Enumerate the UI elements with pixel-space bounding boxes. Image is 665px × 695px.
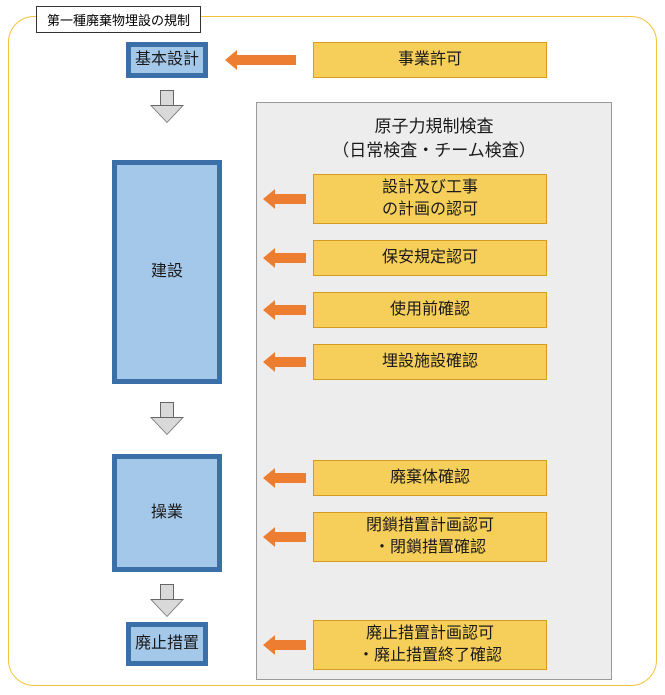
- stage-decommission: 廃止措置: [126, 622, 208, 666]
- approval-box-design-plan: 設計及び工事 の計画の認可: [313, 174, 547, 224]
- approval-box-closure: 閉鎖措置計画認可 ・閉鎖措置確認: [313, 512, 547, 562]
- approval-box-pre-use: 使用前確認: [313, 292, 547, 328]
- stage-operation: 操業: [112, 454, 222, 572]
- diagram-title: 第一種廃棄物埋設の規制: [36, 6, 201, 33]
- panel-title: 原子力規制検査（日常検査・チーム検査）: [257, 103, 611, 163]
- approval-box-decom-plan: 廃止措置計画認可 ・廃止措置終了確認: [313, 620, 547, 670]
- approval-box-burial-check: 埋設施設確認: [313, 344, 547, 380]
- stage-construction: 建設: [112, 160, 222, 384]
- approval-box-safety-reg: 保安規定認可: [313, 240, 547, 276]
- approval-box-waste-check: 廃棄体確認: [313, 460, 547, 496]
- approval-box-top: 事業許可: [313, 42, 547, 78]
- stage-basic-design: 基本設計: [126, 42, 208, 78]
